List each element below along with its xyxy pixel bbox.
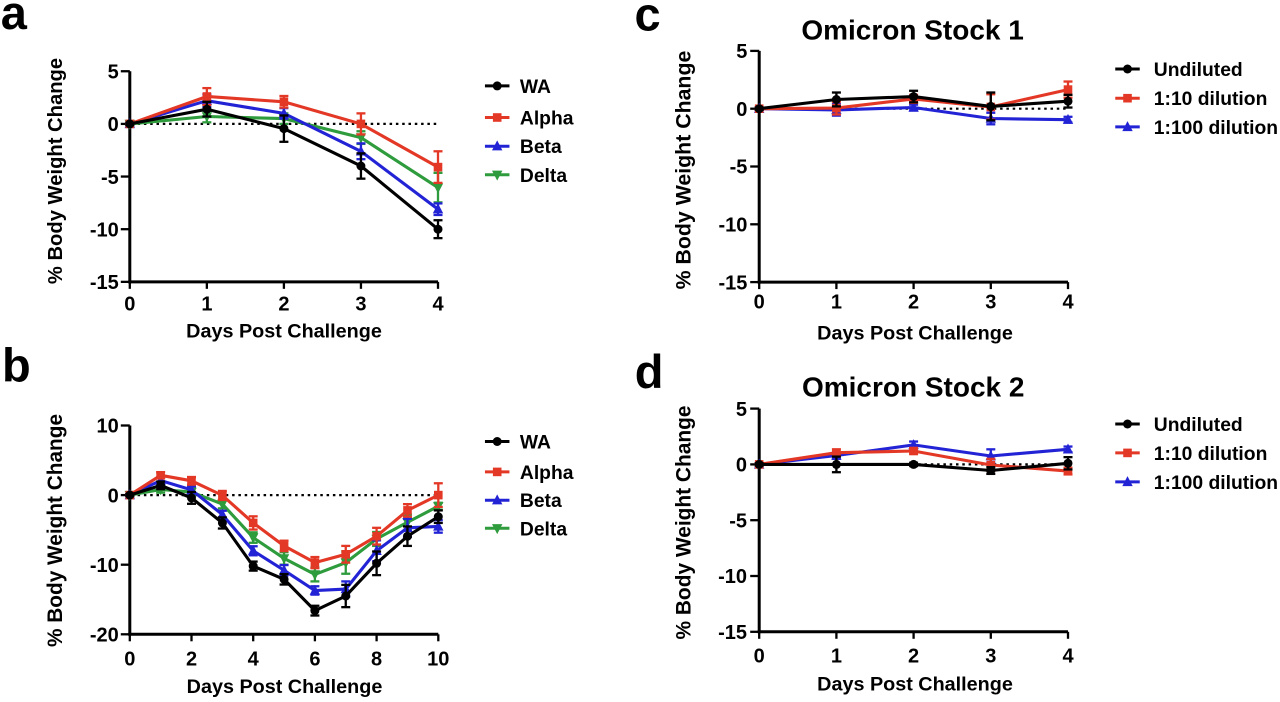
svg-text:2: 2: [278, 294, 289, 316]
svg-text:4: 4: [432, 294, 444, 316]
svg-text:5: 5: [108, 62, 119, 84]
svg-text:1: 1: [201, 294, 212, 316]
svg-text:Alpha: Alpha: [520, 109, 574, 130]
svg-text:-10: -10: [718, 566, 747, 588]
svg-text:2: 2: [186, 649, 197, 671]
svg-text:WA: WA: [520, 433, 551, 454]
svg-text:-10: -10: [718, 215, 747, 237]
svg-text:0: 0: [754, 292, 765, 314]
svg-text:Days Post Challenge: Days Post Challenge: [817, 323, 1013, 345]
svg-text:% Body Weight Change: % Body Weight Change: [671, 51, 695, 290]
svg-text:0: 0: [108, 114, 119, 136]
svg-text:a: a: [1, 0, 28, 39]
svg-text:3: 3: [355, 294, 366, 316]
svg-text:Undiluted: Undiluted: [1154, 60, 1243, 81]
svg-text:-10: -10: [90, 219, 119, 241]
svg-text:Beta: Beta: [520, 137, 562, 158]
svg-text:-15: -15: [718, 272, 747, 294]
svg-text:Delta: Delta: [520, 166, 567, 187]
svg-text:-20: -20: [90, 625, 119, 647]
svg-text:WA: WA: [520, 77, 551, 98]
svg-text:2: 2: [908, 646, 919, 668]
svg-text:1: 1: [831, 292, 842, 314]
svg-text:0: 0: [754, 646, 765, 668]
svg-text:4: 4: [1062, 292, 1074, 314]
svg-text:2: 2: [908, 292, 919, 314]
svg-text:4: 4: [1062, 646, 1074, 668]
svg-text:Alpha: Alpha: [520, 463, 574, 484]
svg-text:0: 0: [124, 294, 135, 316]
svg-text:0: 0: [124, 649, 135, 671]
svg-text:6: 6: [309, 649, 320, 671]
svg-text:10: 10: [427, 649, 449, 671]
svg-text:% Body Weight Change: % Body Weight Change: [44, 414, 67, 647]
svg-text:0: 0: [736, 455, 747, 477]
svg-text:Undiluted: Undiluted: [1154, 415, 1243, 436]
svg-text:8: 8: [371, 649, 382, 671]
svg-text:d: d: [635, 345, 664, 398]
svg-text:Days Post Challenge: Days Post Challenge: [187, 676, 383, 698]
svg-text:-5: -5: [729, 510, 747, 532]
svg-text:Days Post Challenge: Days Post Challenge: [186, 321, 382, 343]
svg-text:1:100 dilution: 1:100 dilution: [1154, 118, 1278, 139]
svg-text:-15: -15: [718, 622, 747, 644]
svg-text:3: 3: [985, 292, 996, 314]
svg-text:0: 0: [736, 99, 747, 121]
svg-text:4: 4: [248, 649, 260, 671]
svg-text:10: 10: [97, 416, 119, 438]
svg-text:1: 1: [831, 646, 842, 668]
svg-text:-15: -15: [90, 272, 119, 294]
svg-text:Delta: Delta: [520, 519, 567, 540]
svg-text:-5: -5: [101, 167, 119, 189]
svg-text:3: 3: [985, 646, 996, 668]
svg-text:0: 0: [108, 485, 119, 507]
svg-text:Days Post Challenge: Days Post Challenge: [817, 674, 1013, 696]
svg-text:Omicron Stock 1: Omicron Stock 1: [801, 14, 1024, 45]
svg-text:1:100 dilution: 1:100 dilution: [1154, 473, 1278, 494]
svg-text:Omicron Stock 2: Omicron Stock 2: [802, 371, 1025, 402]
svg-text:5: 5: [736, 41, 747, 63]
svg-text:Beta: Beta: [520, 491, 562, 512]
svg-text:c: c: [635, 0, 661, 40]
svg-text:-10: -10: [90, 555, 119, 577]
svg-text:-5: -5: [730, 157, 748, 179]
svg-text:1:10 dilution: 1:10 dilution: [1154, 89, 1268, 110]
svg-text:b: b: [2, 338, 31, 391]
svg-text:% Body Weight Change: % Body Weight Change: [45, 58, 67, 284]
svg-text:% Body Weight Change: % Body Weight Change: [672, 405, 695, 639]
svg-text:1:10 dilution: 1:10 dilution: [1154, 444, 1268, 465]
svg-text:5: 5: [736, 399, 747, 421]
